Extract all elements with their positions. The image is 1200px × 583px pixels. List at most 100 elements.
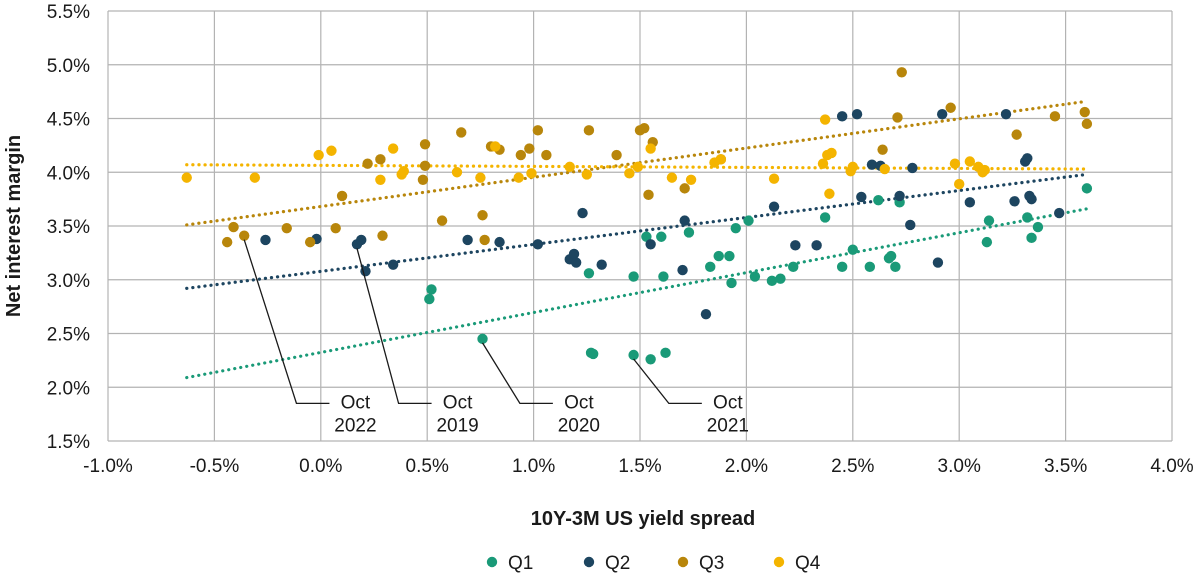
data-point-q1 <box>705 261 716 273</box>
data-point-q4 <box>954 178 965 190</box>
y-tick-label: 4.0% <box>47 163 90 184</box>
data-point-q4 <box>826 147 837 159</box>
y-tick-label: 3.5% <box>47 217 90 238</box>
data-point-q2 <box>1009 196 1020 207</box>
data-point-q1 <box>873 195 884 206</box>
data-point-q4 <box>581 169 592 180</box>
data-point-q4 <box>979 164 990 176</box>
legend-marker-q3 <box>677 556 689 568</box>
data-point-q3 <box>679 183 690 194</box>
annotation-label: 2022 <box>334 415 376 436</box>
data-point-q2 <box>494 236 505 248</box>
x-tick-label: 0.5% <box>406 456 449 477</box>
data-point-q1 <box>587 348 599 360</box>
data-point-q3 <box>532 125 544 136</box>
data-point-q1 <box>658 271 669 282</box>
data-point-q2 <box>679 215 690 226</box>
data-point-q1 <box>890 261 901 273</box>
grid-layer <box>107 10 1173 442</box>
data-point-q3 <box>524 143 535 154</box>
annotation-label: 2020 <box>558 415 600 436</box>
annotation-leader <box>481 342 553 405</box>
data-point-q3 <box>1081 118 1093 130</box>
annotation-label: Oct <box>713 392 743 413</box>
data-point-q1 <box>775 273 786 284</box>
data-point-q1 <box>660 347 671 359</box>
data-point-q4 <box>824 188 835 199</box>
data-point-q1 <box>683 227 695 238</box>
data-point-q4 <box>847 161 858 173</box>
data-point-q4 <box>490 141 501 152</box>
data-point-q1 <box>788 261 799 273</box>
legend-label-q2: Q2 <box>605 553 630 574</box>
data-point-q1 <box>983 215 995 226</box>
data-point-q1 <box>819 212 831 223</box>
data-point-q2 <box>577 207 588 219</box>
data-point-q2 <box>907 162 918 174</box>
data-point-q3 <box>877 144 888 155</box>
data-point-q1 <box>766 275 778 287</box>
data-point-q1 <box>724 250 735 262</box>
data-point-q1 <box>981 236 993 248</box>
legend-marker-q1 <box>486 556 498 568</box>
data-point-q4 <box>475 172 486 183</box>
data-point-q4 <box>768 173 780 184</box>
data-point-q4 <box>313 149 324 161</box>
x-tick-label: 2.0% <box>725 456 768 477</box>
data-point-q1 <box>836 261 848 273</box>
y-tick-label: 5.0% <box>47 56 90 77</box>
data-point-q1 <box>1026 232 1037 244</box>
y-tick-label: 4.5% <box>47 110 90 131</box>
x-tick-label: 1.5% <box>618 456 661 477</box>
data-point-q4 <box>645 143 656 154</box>
data-point-q4 <box>387 143 399 154</box>
data-point-q4 <box>879 163 890 175</box>
trendline-q2 <box>185 172 1089 290</box>
data-point-q3 <box>281 222 292 234</box>
data-point-q2 <box>851 109 863 120</box>
data-point-q3 <box>541 149 552 161</box>
data-point-q3 <box>1011 129 1022 140</box>
data-point-q2 <box>1022 153 1033 164</box>
y-tick-label: 3.0% <box>47 271 90 292</box>
data-point-q3 <box>643 189 654 201</box>
data-point-q4 <box>819 114 831 125</box>
legend-label-q3: Q3 <box>699 553 724 574</box>
data-point-q3 <box>611 149 622 161</box>
data-point-q1 <box>477 333 488 345</box>
data-point-q3 <box>228 221 239 233</box>
y-tick-label: 5.5% <box>47 2 90 23</box>
data-point-q2 <box>596 259 607 270</box>
x-tick-label: 3.0% <box>938 456 981 477</box>
data-point-q4 <box>451 167 463 178</box>
data-point-q4 <box>375 174 386 185</box>
data-point-q3 <box>436 215 448 226</box>
annotation-leader <box>633 358 702 405</box>
data-point-q3 <box>419 160 431 171</box>
data-point-q2 <box>1054 207 1065 219</box>
data-point-q3 <box>375 154 386 165</box>
data-point-q3 <box>1049 111 1061 122</box>
annotation-leader <box>356 248 432 405</box>
data-point-q1 <box>424 293 435 305</box>
data-point-q4 <box>513 172 524 183</box>
data-point-q2 <box>894 190 905 202</box>
data-point-q1 <box>628 271 639 282</box>
data-point-q2 <box>856 191 867 203</box>
data-point-q2 <box>1000 109 1012 120</box>
tick-label-layer: -1.0% -0.5% 0.0% 0.5% 1.0% 1.5% 2.0% 2.5% 3.0% 3.… <box>47 2 1194 477</box>
data-point-q1 <box>864 261 876 273</box>
data-point-q2 <box>932 257 944 268</box>
data-point-q2 <box>356 234 367 246</box>
legend-label-q4: Q4 <box>795 553 821 574</box>
legend-marker-q2 <box>583 556 595 568</box>
legend-label-q1: Q1 <box>508 553 533 574</box>
points-layer <box>181 67 1093 365</box>
annotation-label: 2019 <box>436 415 478 436</box>
data-point-q1 <box>713 250 724 262</box>
data-point-q2 <box>260 234 271 246</box>
data-point-q2 <box>645 239 656 250</box>
data-point-q2 <box>811 240 822 251</box>
data-point-q1 <box>730 222 741 234</box>
